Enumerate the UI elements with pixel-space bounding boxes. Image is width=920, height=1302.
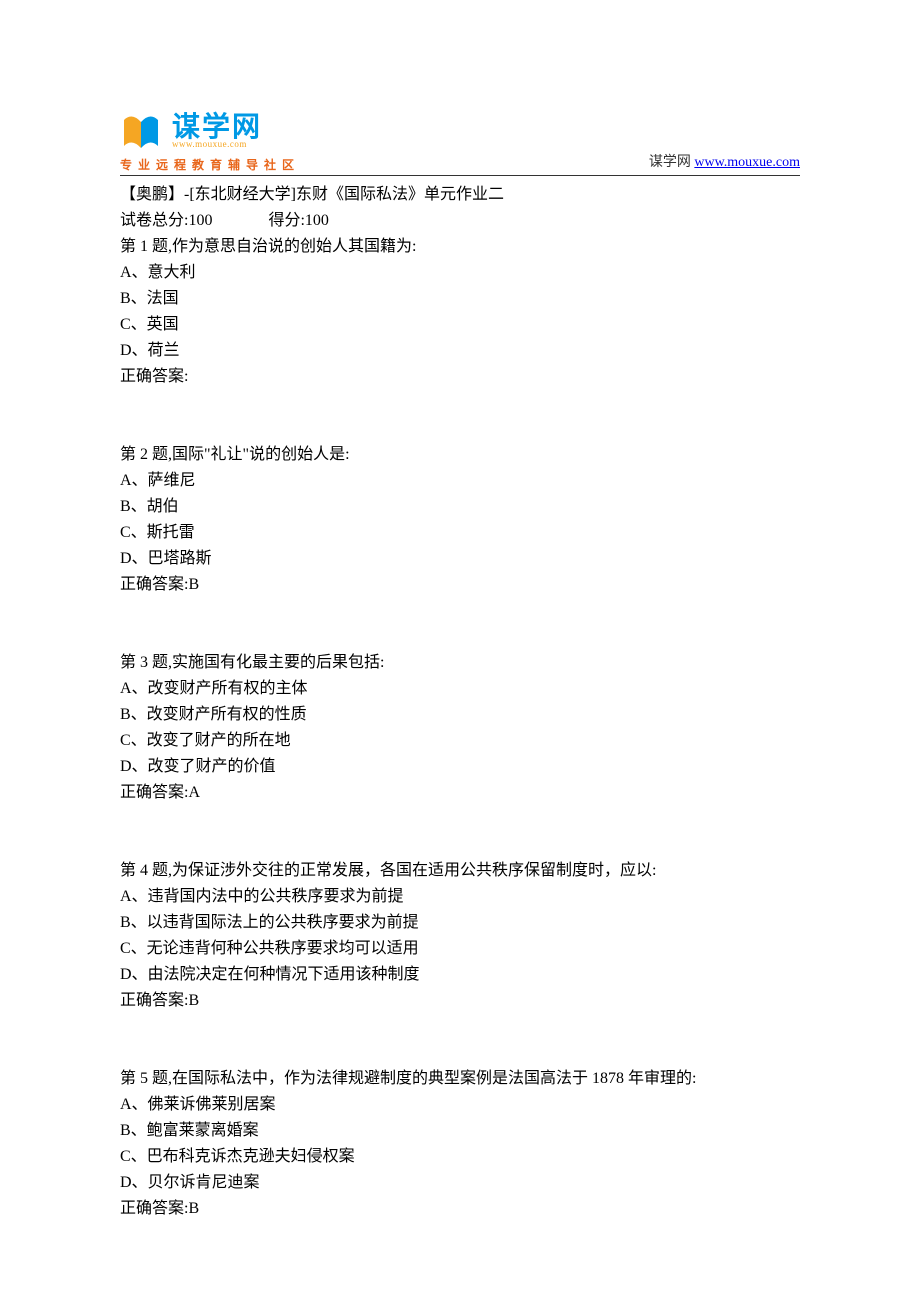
question-option: B、改变财产所有权的性质 <box>120 702 800 728</box>
question-option: D、由法院决定在何种情况下适用该种制度 <box>120 962 800 988</box>
question-option: A、意大利 <box>120 260 800 286</box>
question-option: C、巴布科克诉杰克逊夫妇侵权案 <box>120 1144 800 1170</box>
questions-container: 第 1 题,作为意思自治说的创始人其国籍为:A、意大利B、法国C、英国D、荷兰正… <box>120 234 800 1222</box>
logo-book-icon <box>120 110 162 152</box>
question-option: B、法国 <box>120 286 800 312</box>
question-option: C、斯托雷 <box>120 520 800 546</box>
score-total-label: 试卷总分: <box>120 212 188 229</box>
logo-url-text: www.mouxue.com <box>172 139 262 149</box>
question-answer: 正确答案: <box>120 364 800 390</box>
question-option: B、以违背国际法上的公共秩序要求为前提 <box>120 910 800 936</box>
question-stem: 第 3 题,实施国有化最主要的后果包括: <box>120 650 800 676</box>
question-block: 第 5 题,在国际私法中，作为法律规避制度的典型案例是法国高法于 1878 年审… <box>120 1066 800 1222</box>
question-answer: 正确答案:B <box>120 1196 800 1222</box>
question-stem: 第 4 题,为保证涉外交往的正常发展，各国在适用公共秩序保留制度时，应以: <box>120 858 800 884</box>
question-stem: 第 5 题,在国际私法中，作为法律规避制度的典型案例是法国高法于 1878 年审… <box>120 1066 800 1092</box>
question-block: 第 2 题,国际"礼让"说的创始人是:A、萨维尼B、胡伯C、斯托雷D、巴塔路斯正… <box>120 442 800 598</box>
question-answer: 正确答案:B <box>120 572 800 598</box>
question-option: D、贝尔诉肯尼迪案 <box>120 1170 800 1196</box>
question-option: A、违背国内法中的公共秩序要求为前提 <box>120 884 800 910</box>
question-option: C、英国 <box>120 312 800 338</box>
logo-block: 谋学网 www.mouxue.com 专业远程教育辅导社区 <box>120 110 300 173</box>
logo-tagline: 专业远程教育辅导社区 <box>120 156 300 173</box>
score-got-value: 100 <box>305 212 329 229</box>
document-title: 【奥鹏】-[东北财经大学]东财《国际私法》单元作业二 <box>120 182 800 208</box>
question-option: C、无论违背何种公共秩序要求均可以适用 <box>120 936 800 962</box>
question-block: 第 3 题,实施国有化最主要的后果包括:A、改变财产所有权的主体B、改变财产所有… <box>120 650 800 806</box>
site-label: 谋学网 <box>649 155 695 170</box>
question-option: B、胡伯 <box>120 494 800 520</box>
question-option: A、萨维尼 <box>120 468 800 494</box>
site-link-block: 谋学网 www.mouxue.com <box>649 151 800 171</box>
question-option: D、巴塔路斯 <box>120 546 800 572</box>
score-total-value: 100 <box>188 212 212 229</box>
question-option: D、改变了财产的价值 <box>120 754 800 780</box>
question-stem: 第 2 题,国际"礼让"说的创始人是: <box>120 442 800 468</box>
question-answer: 正确答案:A <box>120 780 800 806</box>
question-option: C、改变了财产的所在地 <box>120 728 800 754</box>
question-option: D、荷兰 <box>120 338 800 364</box>
site-link[interactable]: www.mouxue.com <box>694 155 800 170</box>
question-block: 第 4 题,为保证涉外交往的正常发展，各国在适用公共秩序保留制度时，应以:A、违… <box>120 858 800 1014</box>
question-option: B、鲍富莱蒙离婚案 <box>120 1118 800 1144</box>
question-block: 第 1 题,作为意思自治说的创始人其国籍为:A、意大利B、法国C、英国D、荷兰正… <box>120 234 800 390</box>
score-got-label: 得分: <box>268 212 304 229</box>
question-option: A、改变财产所有权的主体 <box>120 676 800 702</box>
question-answer: 正确答案:B <box>120 988 800 1014</box>
logo-main-text: 谋学网 <box>172 113 262 141</box>
page-header: 谋学网 www.mouxue.com 专业远程教育辅导社区 谋学网 www.mo… <box>120 110 800 176</box>
question-option: A、佛莱诉佛莱别居案 <box>120 1092 800 1118</box>
logo-text: 谋学网 www.mouxue.com <box>172 113 262 149</box>
question-stem: 第 1 题,作为意思自治说的创始人其国籍为: <box>120 234 800 260</box>
score-line: 试卷总分:100得分:100 <box>120 208 800 234</box>
